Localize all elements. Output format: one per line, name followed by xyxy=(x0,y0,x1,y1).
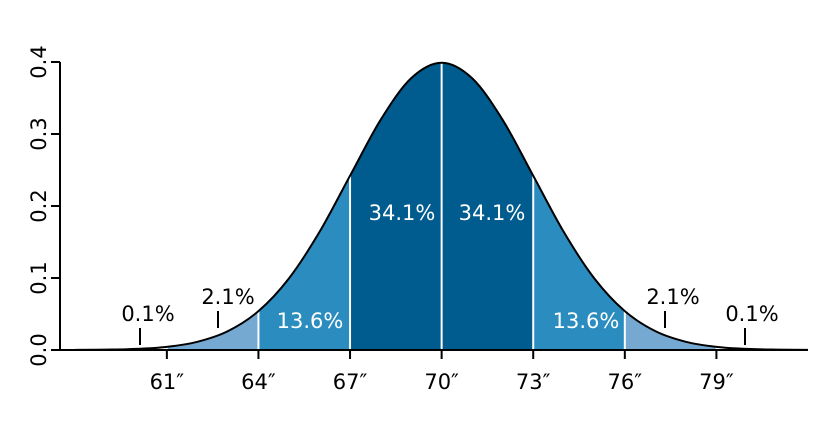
x-tick-label: 79″ xyxy=(699,370,734,394)
density-curve xyxy=(75,61,809,351)
region-label: 2.1% xyxy=(201,285,254,309)
region xyxy=(624,311,717,350)
y-tick-label: 0.1 xyxy=(27,261,51,294)
region-label: 0.1% xyxy=(725,302,778,326)
x-tick-label: 64″ xyxy=(241,370,276,394)
x-tick-label: 61″ xyxy=(150,370,185,394)
region xyxy=(166,311,259,350)
region-label: 2.1% xyxy=(646,285,699,309)
region-label: 13.6% xyxy=(553,309,620,333)
region-label: 13.6% xyxy=(277,309,344,333)
y-tick-label: 0.2 xyxy=(27,189,51,222)
region-label: 0.1% xyxy=(121,302,174,326)
x-tick-label: 76″ xyxy=(608,370,643,394)
x-tick-label: 73″ xyxy=(516,370,551,394)
x-tick-label: 70″ xyxy=(424,370,459,394)
x-tick-label: 67″ xyxy=(333,370,368,394)
region-label: 34.1% xyxy=(459,201,526,225)
y-tick-label: 0.3 xyxy=(27,117,51,150)
region-label: 34.1% xyxy=(369,201,436,225)
y-tick-label: 0.4 xyxy=(27,45,51,78)
y-tick-label: 0.0 xyxy=(27,333,51,366)
